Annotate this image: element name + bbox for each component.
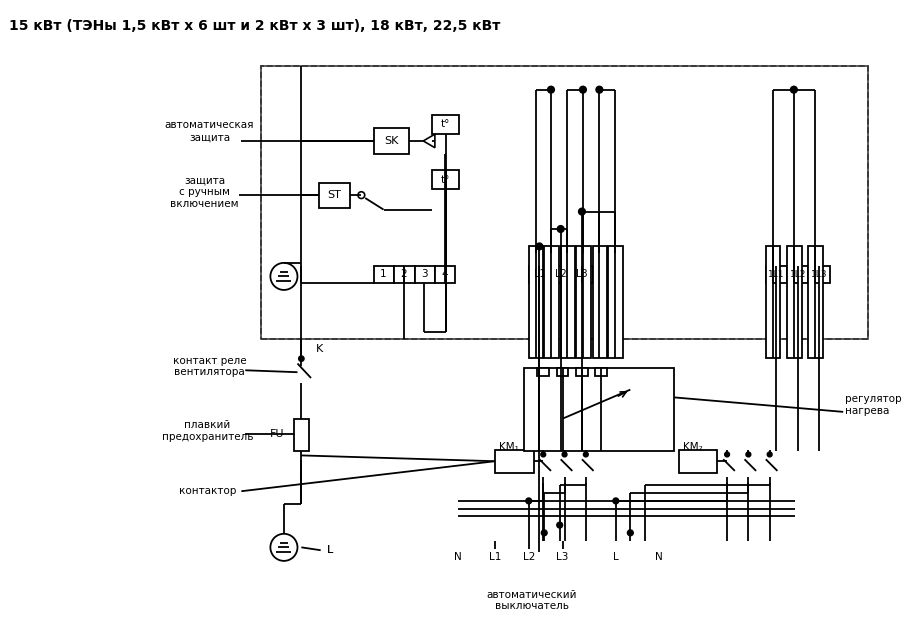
Text: t°: t° — [440, 175, 450, 185]
Circle shape — [596, 86, 603, 93]
Text: L1: L1 — [534, 269, 545, 280]
Bar — [557, 368, 568, 376]
Bar — [261, 66, 868, 340]
Bar — [608, 247, 623, 358]
Text: SK: SK — [384, 136, 399, 146]
Bar — [538, 368, 549, 376]
Bar — [765, 266, 787, 283]
Bar — [577, 247, 591, 358]
Bar — [560, 247, 575, 358]
Circle shape — [558, 225, 564, 233]
Bar — [808, 247, 823, 358]
Circle shape — [791, 86, 797, 93]
Text: контактор: контактор — [179, 486, 236, 496]
Text: KM₁: KM₁ — [499, 441, 519, 452]
Bar — [495, 450, 534, 473]
Text: 1: 1 — [380, 269, 387, 280]
Text: L3: L3 — [577, 269, 587, 280]
Circle shape — [536, 243, 543, 250]
Circle shape — [526, 498, 532, 504]
Circle shape — [725, 452, 729, 457]
Bar — [524, 368, 674, 450]
Text: защита
с ручным
включением: защита с ручным включением — [171, 176, 239, 209]
Bar — [394, 266, 415, 283]
Text: FU: FU — [270, 429, 284, 439]
Circle shape — [584, 452, 588, 457]
Circle shape — [541, 530, 548, 536]
Bar — [432, 115, 459, 134]
Circle shape — [299, 356, 304, 361]
Text: N: N — [656, 552, 663, 562]
Text: 1L3: 1L3 — [811, 270, 827, 279]
Circle shape — [579, 86, 587, 93]
Bar — [577, 368, 587, 376]
Bar — [596, 368, 607, 376]
Bar — [571, 266, 593, 283]
Text: L2: L2 — [522, 552, 535, 562]
Bar — [432, 170, 459, 189]
Bar — [319, 183, 350, 208]
Text: L2: L2 — [555, 269, 567, 280]
Bar — [528, 247, 543, 358]
Bar — [528, 266, 550, 283]
Circle shape — [358, 192, 365, 199]
Circle shape — [746, 452, 751, 457]
Text: L3: L3 — [557, 552, 568, 562]
Bar — [261, 66, 868, 340]
Text: L1: L1 — [489, 552, 501, 562]
Text: K: K — [316, 344, 323, 354]
Bar — [544, 247, 558, 358]
Text: автоматическая
защита: автоматическая защита — [164, 120, 254, 142]
Bar — [678, 450, 717, 473]
Text: плавкий
предохранитель: плавкий предохранитель — [162, 420, 253, 442]
Bar — [293, 419, 309, 450]
Circle shape — [541, 452, 546, 457]
Text: 1L1: 1L1 — [768, 270, 785, 279]
Text: 2: 2 — [400, 269, 407, 280]
Text: регулятор
нагрева: регулятор нагрева — [845, 394, 902, 416]
Bar — [415, 266, 435, 283]
Circle shape — [613, 498, 618, 504]
Text: KM₂: KM₂ — [684, 441, 703, 452]
Circle shape — [562, 452, 567, 457]
Circle shape — [271, 534, 298, 561]
Bar — [787, 247, 802, 358]
Bar — [593, 247, 607, 358]
Circle shape — [548, 86, 555, 93]
Text: t°: t° — [440, 120, 450, 129]
Text: контакт реле
вентилятора: контакт реле вентилятора — [173, 355, 246, 377]
Text: ST: ST — [327, 190, 341, 200]
Polygon shape — [423, 134, 435, 148]
Text: 4: 4 — [441, 269, 448, 280]
Bar — [435, 266, 455, 283]
Bar — [550, 266, 571, 283]
Text: N: N — [454, 552, 462, 562]
Circle shape — [627, 530, 633, 536]
Text: 3: 3 — [421, 269, 428, 280]
Bar — [374, 129, 409, 154]
Text: 15 кВт (ТЭНы 1,5 кВт х 6 шт и 2 кВт х 3 шт), 18 кВт, 22,5 кВт: 15 кВт (ТЭНы 1,5 кВт х 6 шт и 2 кВт х 3 … — [9, 19, 500, 32]
Circle shape — [557, 522, 563, 528]
Text: L: L — [327, 545, 333, 555]
Bar — [374, 266, 394, 283]
Text: L: L — [327, 545, 333, 555]
Circle shape — [271, 263, 298, 290]
Bar — [808, 266, 830, 283]
Circle shape — [767, 452, 772, 457]
Bar — [765, 247, 780, 358]
Text: автоматический
выключатель: автоматический выключатель — [487, 590, 577, 612]
Text: L: L — [613, 552, 618, 562]
Text: 1L2: 1L2 — [790, 270, 806, 279]
Bar — [787, 266, 808, 283]
Circle shape — [578, 208, 586, 215]
